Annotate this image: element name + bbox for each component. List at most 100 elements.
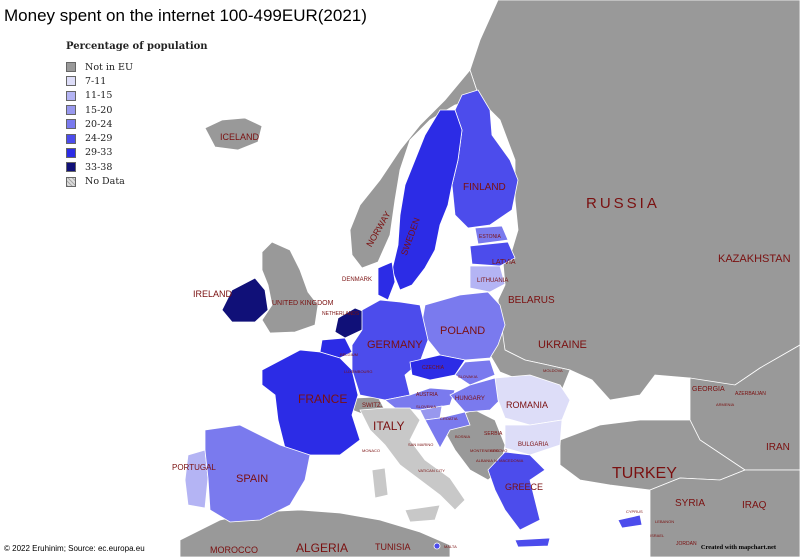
label-belarus: BELARUS <box>508 295 555 306</box>
croatia-shape <box>424 411 471 449</box>
label-vatican: VATICAN CITY <box>418 468 445 473</box>
label-syria: SYRIA <box>675 498 705 509</box>
label-slovakia: SLOVAKIA <box>458 374 478 379</box>
iceland-region <box>204 117 263 151</box>
legend-swatch <box>66 162 76 173</box>
label-czechia: CZECHIA <box>422 365 445 371</box>
legend-title: Percentage of population <box>66 41 208 52</box>
label-moldova: MOLDOVA <box>543 368 563 373</box>
legend-label: 24-29 <box>85 133 113 145</box>
legend-label: 20-24 <box>85 118 113 130</box>
label-cyprus: CYPRUS <box>626 509 643 514</box>
label-lebanon: LEBANON <box>655 519 674 524</box>
denmark-shape <box>377 261 396 301</box>
label-n-macedonia: N. MACEDONIA <box>494 458 524 463</box>
label-poland: POLAND <box>440 325 485 337</box>
mapchart-credit: Created with mapchart.net <box>700 544 776 551</box>
lithuania-shape <box>469 265 506 293</box>
label-russia: RUSSIA <box>586 195 660 212</box>
legend-swatch <box>66 147 76 158</box>
label-belgium: BELGIUM <box>340 352 358 357</box>
label-denmark: DENMARK <box>342 277 372 283</box>
legend-item: 33-38 <box>66 160 208 174</box>
sardinia-shape <box>371 467 389 499</box>
sweden-shape <box>391 109 463 291</box>
estonia-shape <box>474 225 509 245</box>
legend-item: 20-24 <box>66 117 208 131</box>
legend-swatch <box>66 90 76 101</box>
label-kazakhstan: KAZAKHSTAN <box>718 253 791 265</box>
sicily-shape <box>404 504 441 523</box>
slovakia-shape <box>454 359 496 386</box>
norway-region <box>349 69 481 269</box>
label-kosovo: KOSOVO <box>490 448 507 453</box>
label-italy: ITALY <box>373 419 405 433</box>
legend-label: No Data <box>85 176 125 188</box>
germany-shape <box>351 299 429 401</box>
italy-shape <box>359 407 466 511</box>
legend-item: 11-15 <box>66 89 208 103</box>
label-romania: ROMANIA <box>506 400 548 410</box>
label-iran: IRAN <box>766 442 790 453</box>
portugal-shape <box>184 449 209 509</box>
legend-item: No Data <box>66 174 208 188</box>
label-israel: ISRAEL <box>650 533 665 538</box>
label-serbia: SERBIA <box>484 431 503 437</box>
non-eu-land <box>179 0 800 557</box>
malta-shape <box>433 542 441 550</box>
label-monaco: MONACO <box>362 448 380 453</box>
crete-shape <box>514 537 551 548</box>
label-azerbaijan: AZERBAIJAN <box>735 391 766 397</box>
label-latvia: LATVIA <box>492 259 516 266</box>
label-malta: MALTA <box>444 544 457 549</box>
label-armenia: ARMENIA <box>716 402 735 407</box>
label-algeria: ALGERIA <box>296 541 348 555</box>
label-ireland: IRELAND <box>193 289 233 299</box>
eu-countries <box>184 89 643 550</box>
label-switzerland: SWITZ. <box>362 403 383 409</box>
legend-swatch <box>66 176 76 187</box>
label-hungary: HUNGARY <box>455 396 485 402</box>
label-georgia: GEORGIA <box>692 386 725 393</box>
label-portugal: PORTUGAL <box>172 463 216 472</box>
label-bulgaria: BULGARIA <box>518 442 548 448</box>
label-croatia: CROATIA <box>440 416 458 421</box>
label-finland: FINLAND <box>463 182 506 193</box>
label-turkey: TURKEY <box>612 465 677 482</box>
legend-label: Not in EU <box>85 61 133 73</box>
legend-swatch <box>66 133 76 144</box>
belgium-shape <box>319 337 353 359</box>
legend-item: 24-29 <box>66 131 208 145</box>
label-france: FRANCE <box>298 392 347 406</box>
label-spain: SPAIN <box>236 473 268 485</box>
legend-label: 29-33 <box>85 147 113 159</box>
legend-label: 33-38 <box>85 161 113 173</box>
label-estonia: ESTONIA <box>479 234 502 240</box>
middle-east-region <box>649 469 800 557</box>
legend-swatch <box>66 105 76 116</box>
cyprus-shape <box>617 514 643 529</box>
uk-region <box>261 241 319 334</box>
label-lithuania: LITHUANIA <box>477 278 508 284</box>
legend-swatch <box>66 62 76 73</box>
label-slovenia: SLOVENIA <box>416 404 436 409</box>
label-jordan: JORDAN <box>676 541 697 547</box>
legend-swatch <box>66 76 76 87</box>
label-bosnia: BOSNIA <box>455 434 470 439</box>
greece-shape <box>487 451 546 531</box>
latvia-shape <box>469 241 516 267</box>
legend: Percentage of population Not in EU 7-11 … <box>66 41 208 189</box>
label-austria: AUSTRIA <box>416 392 438 398</box>
label-tunisia: TUNISIA <box>375 542 411 552</box>
spain-shape <box>204 424 311 523</box>
legend-label: 7-11 <box>85 75 107 87</box>
legend-item: 29-33 <box>66 146 208 160</box>
legend-swatch <box>66 119 76 130</box>
france-shape <box>261 349 361 456</box>
label-san-marino: SAN MARINO <box>408 442 433 447</box>
label-luxembourg: LUXEMBOURG <box>344 369 372 374</box>
legend-label: 11-15 <box>85 90 113 102</box>
label-iceland: ICELAND <box>220 132 260 142</box>
ireland-shape <box>221 277 269 323</box>
